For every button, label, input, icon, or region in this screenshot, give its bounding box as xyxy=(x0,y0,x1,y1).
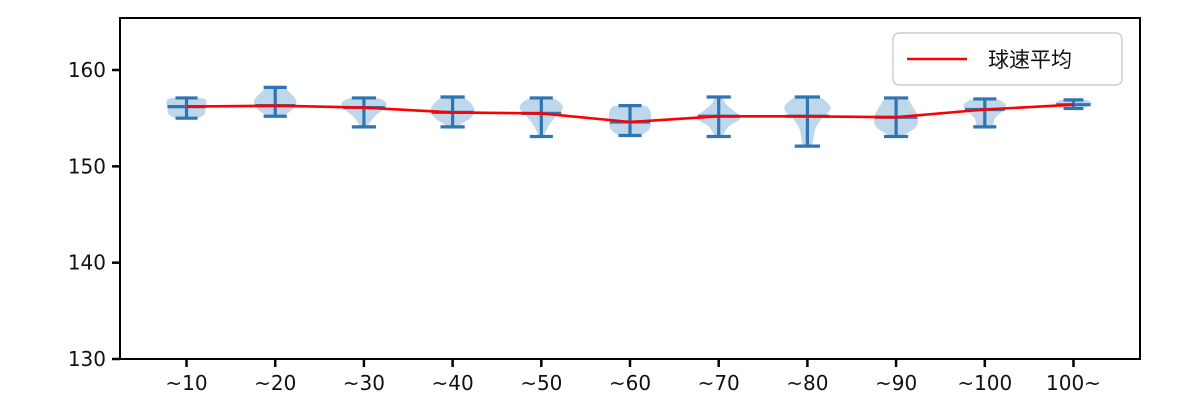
x-tick-label: ~20 xyxy=(254,371,296,395)
x-tick-label: 100~ xyxy=(1046,371,1101,395)
violin-layer xyxy=(166,85,1092,148)
y-tick-label: 140 xyxy=(68,251,106,275)
x-tick-label: ~40 xyxy=(431,371,473,395)
x-tick-label: ~70 xyxy=(698,371,740,395)
x-tick-label: ~10 xyxy=(165,371,207,395)
x-tick-label: ~30 xyxy=(343,371,385,395)
x-tick-label: ~100 xyxy=(957,371,1012,395)
y-axis: 130 140 150 160 xyxy=(68,58,120,371)
x-tick-label: ~90 xyxy=(875,371,917,395)
x-axis: ~10 ~20 ~30 ~40 ~50 ~60 ~70 ~80 ~90 ~100 100~ xyxy=(165,359,1101,395)
y-tick-label: 160 xyxy=(68,58,106,82)
y-tick-label: 150 xyxy=(68,154,106,178)
legend-label: 球速平均 xyxy=(988,48,1072,72)
x-tick-label: ~50 xyxy=(520,371,562,395)
y-tick-label: 130 xyxy=(68,347,106,371)
x-tick-label: ~60 xyxy=(609,371,651,395)
legend: 球速平均 xyxy=(892,32,1123,86)
x-tick-label: ~80 xyxy=(786,371,828,395)
mean-velocity-line xyxy=(186,103,1074,124)
legend-box xyxy=(892,32,1123,86)
